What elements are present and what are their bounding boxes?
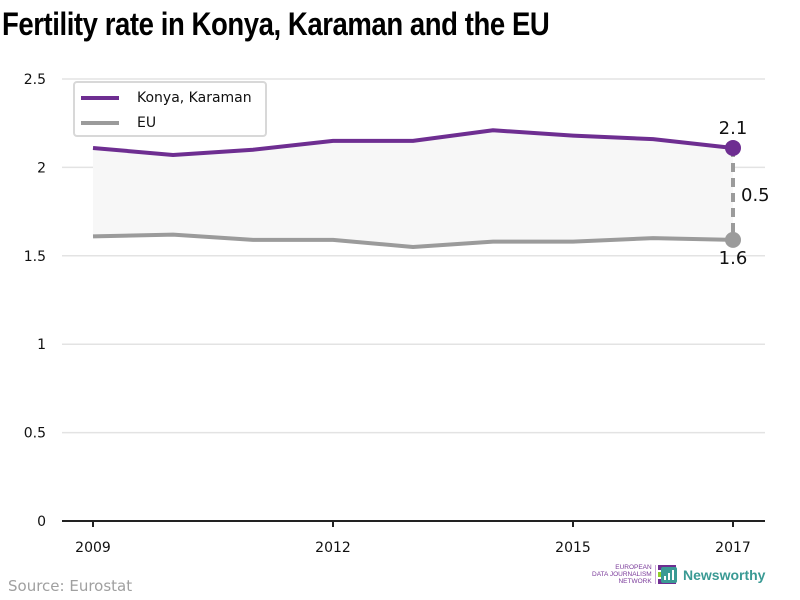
edjn-line-1: EUROPEAN — [615, 564, 652, 571]
legend: Konya, Karaman EU — [73, 81, 267, 137]
source-note: Source: Eurostat — [8, 577, 133, 595]
legend-label-konya: Konya, Karaman — [137, 90, 252, 106]
y-tick-label: 1 — [37, 337, 46, 353]
edjn-line-3: NETWORK — [618, 578, 652, 585]
legend-label-eu: EU — [137, 115, 157, 131]
x-tick-label: 2009 — [75, 540, 111, 556]
edjn-logo-text: EUROPEAN DATA JOURNALISM NETWORK — [592, 564, 652, 585]
y-tick-label: 2.5 — [24, 72, 46, 88]
y-tick-label: 0 — [37, 514, 46, 530]
chart-title: Fertility rate in Konya, Karaman and the… — [2, 6, 550, 42]
series-line-eu — [92, 232, 734, 249]
newsworthy-logo: Newsworthy — [661, 567, 765, 583]
newsworthy-chart-icon — [661, 567, 677, 583]
difference-label: 0.5 — [741, 185, 770, 206]
legend-swatch-eu — [81, 121, 119, 125]
legend-item-eu: EU — [81, 112, 156, 134]
end-value-label-konya: 2.1 — [719, 118, 748, 139]
legend-item-konya: Konya, Karaman — [81, 87, 252, 109]
end-point-eu — [725, 231, 741, 248]
series-line-konya — [92, 128, 734, 158]
shaded-band — [93, 130, 733, 247]
end-value-label-eu: 1.6 — [719, 248, 748, 269]
x-tick-label: 2012 — [315, 540, 351, 556]
x-tick-label: 2015 — [555, 540, 591, 556]
legend-swatch-konya — [81, 96, 119, 100]
y-tick-label: 0.5 — [24, 426, 46, 442]
edjn-line-2: DATA JOURNALISM — [592, 571, 652, 578]
y-tick-label: 2 — [37, 160, 46, 176]
newsworthy-label: Newsworthy — [683, 567, 766, 583]
x-tick-label: 2017 — [715, 540, 751, 556]
y-tick-label: 1.5 — [24, 249, 46, 265]
end-point-konya — [725, 139, 741, 156]
